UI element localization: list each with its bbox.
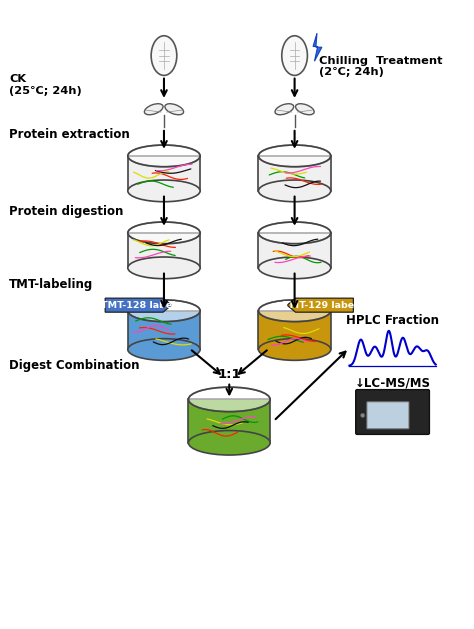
Polygon shape xyxy=(128,156,200,191)
Ellipse shape xyxy=(258,180,331,202)
Ellipse shape xyxy=(282,36,308,75)
Text: Protein extraction: Protein extraction xyxy=(9,128,130,142)
Polygon shape xyxy=(313,33,322,61)
Ellipse shape xyxy=(128,145,200,167)
Polygon shape xyxy=(258,311,331,350)
Text: Digest Combination: Digest Combination xyxy=(9,359,139,372)
Text: CK
(25℃; 24h): CK (25℃; 24h) xyxy=(9,74,82,96)
Ellipse shape xyxy=(189,387,270,411)
Ellipse shape xyxy=(361,413,365,418)
Polygon shape xyxy=(128,311,200,350)
Ellipse shape xyxy=(275,104,294,114)
Text: ↓LC-MS/MS: ↓LC-MS/MS xyxy=(355,376,430,389)
Polygon shape xyxy=(258,156,331,191)
FancyBboxPatch shape xyxy=(356,389,429,435)
Polygon shape xyxy=(189,399,270,443)
Polygon shape xyxy=(105,298,172,312)
Text: 1:1: 1:1 xyxy=(218,368,241,381)
Text: TMT-128 label: TMT-128 label xyxy=(101,301,175,309)
Text: TMT-129 label: TMT-129 label xyxy=(283,301,357,309)
Polygon shape xyxy=(258,233,331,268)
Polygon shape xyxy=(128,233,200,268)
Ellipse shape xyxy=(128,338,200,360)
Ellipse shape xyxy=(165,104,183,114)
Ellipse shape xyxy=(258,145,331,167)
Text: TMT-labeling: TMT-labeling xyxy=(9,277,93,291)
Text: Chilling  Treatment
(2℃; 24h): Chilling Treatment (2℃; 24h) xyxy=(319,55,442,77)
Text: Protein digestion: Protein digestion xyxy=(9,205,123,218)
Ellipse shape xyxy=(258,338,331,360)
Ellipse shape xyxy=(128,180,200,202)
FancyBboxPatch shape xyxy=(367,402,409,429)
Ellipse shape xyxy=(151,36,177,75)
Text: HPLC Fraction: HPLC Fraction xyxy=(346,314,439,327)
Ellipse shape xyxy=(145,104,163,114)
Polygon shape xyxy=(287,298,354,312)
Ellipse shape xyxy=(258,222,331,243)
Ellipse shape xyxy=(295,104,314,114)
Ellipse shape xyxy=(189,430,270,455)
Ellipse shape xyxy=(128,222,200,243)
Ellipse shape xyxy=(258,257,331,279)
Ellipse shape xyxy=(128,300,200,321)
Ellipse shape xyxy=(258,300,331,321)
Ellipse shape xyxy=(128,257,200,279)
